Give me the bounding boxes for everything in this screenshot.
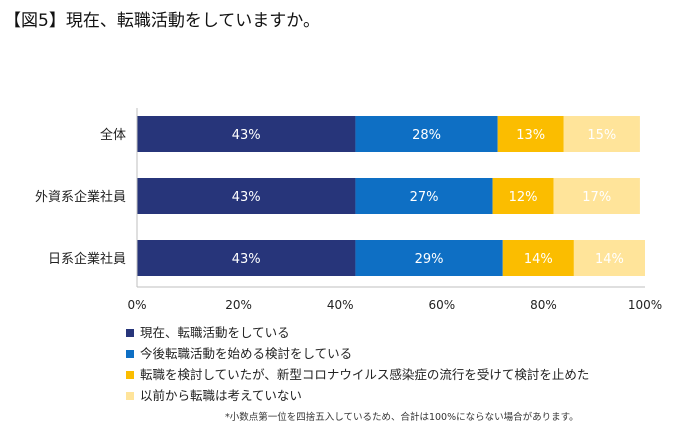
x-tick-label: 100% xyxy=(628,298,662,312)
legend-swatch xyxy=(126,391,134,400)
x-tick-label: 0% xyxy=(127,298,146,312)
category-label: 日系企業社員 xyxy=(48,251,126,267)
legend-label: 以前から転職は考えていない xyxy=(140,388,302,403)
legend-item: 転職を検討していたが、新型コロナウイルス感染症の流行を受けて検討を止めた xyxy=(126,364,589,385)
data-label: 43% xyxy=(232,190,261,205)
x-tick-label: 40% xyxy=(327,298,354,312)
data-label: 14% xyxy=(524,252,553,267)
data-label: 13% xyxy=(516,128,545,143)
bar-segment xyxy=(492,178,554,214)
bar-segment xyxy=(355,240,503,276)
data-label: 17% xyxy=(582,190,611,205)
legend-item: 現在、転職活動をしている xyxy=(126,322,589,343)
bar-segment xyxy=(137,116,356,152)
x-tick-label: 80% xyxy=(530,298,557,312)
x-tick-label: 20% xyxy=(225,298,252,312)
bar-segment xyxy=(355,178,493,214)
legend-item: 以前から転職は考えていない xyxy=(126,385,589,406)
legend-swatch xyxy=(126,349,134,358)
legend-label: 今後転職活動を始める検討をしている xyxy=(140,346,353,361)
legend-swatch xyxy=(126,370,134,379)
legend-label: 転職を検討していたが、新型コロナウイルス感染症の流行を受けて検討を止めた xyxy=(140,367,590,382)
data-label: 28% xyxy=(412,128,441,143)
x-tick-label: 60% xyxy=(428,298,455,312)
data-label: 12% xyxy=(509,190,538,205)
bar-segment xyxy=(573,240,645,276)
bar-segment xyxy=(355,116,498,152)
chart-title: 【図5】現在、転職活動をしていますか。 xyxy=(4,11,320,31)
data-label: 14% xyxy=(595,252,624,267)
category-label: 全体 xyxy=(100,127,126,143)
bar-segment xyxy=(563,116,640,152)
data-label: 27% xyxy=(410,190,439,205)
data-label: 43% xyxy=(232,128,261,143)
bar-segment xyxy=(553,178,640,214)
data-label: 15% xyxy=(587,128,616,143)
bar-segment xyxy=(502,240,574,276)
bar-segment xyxy=(497,116,564,152)
category-label: 外資系企業社員 xyxy=(35,189,126,205)
footnote: *小数点第一位を四捨五入しているため、合計は100%にならない場合があります。 xyxy=(225,412,579,423)
bar-segment xyxy=(137,178,356,214)
legend-swatch xyxy=(126,328,134,337)
legend: 現在、転職活動をしている 今後転職活動を始める検討をしている 転職を検討していた… xyxy=(126,322,589,406)
bar-segment xyxy=(137,240,356,276)
data-label: 43% xyxy=(232,252,261,267)
legend-item: 今後転職活動を始める検討をしている xyxy=(126,343,589,364)
data-label: 29% xyxy=(415,252,444,267)
legend-label: 現在、転職活動をしている xyxy=(140,325,290,340)
